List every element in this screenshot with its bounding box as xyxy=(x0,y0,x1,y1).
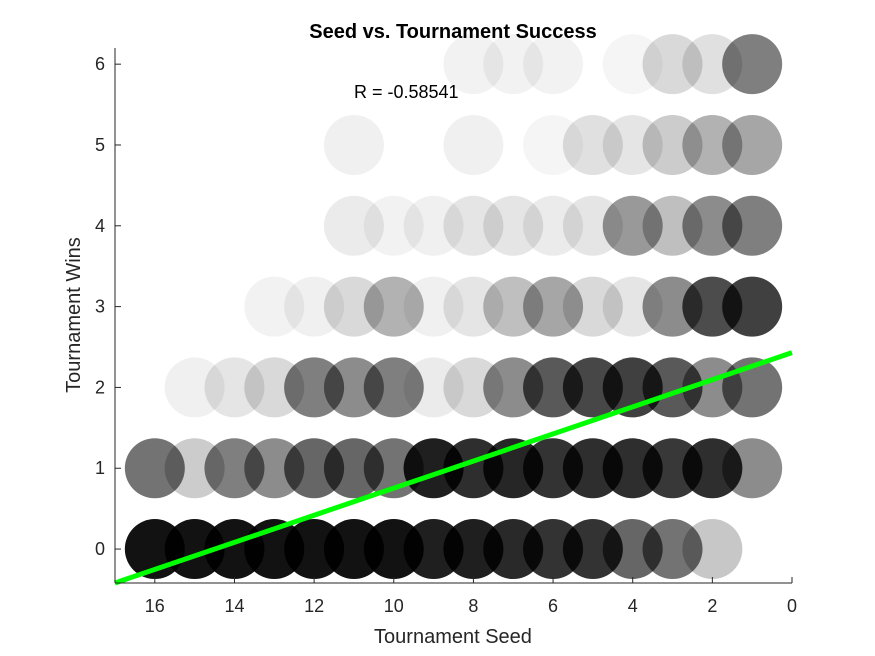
scatter-point-seed11-wins3 xyxy=(323,276,384,337)
scatter-point-seed8-wins4 xyxy=(443,195,504,256)
scatter-point-seed7-wins3 xyxy=(483,276,544,337)
correlation-annotation: R = -0.58541 xyxy=(354,82,459,102)
scatter-point-seed3-wins2 xyxy=(642,357,703,418)
y-tick-label: 0 xyxy=(95,539,105,559)
scatter-point-seed1-wins5 xyxy=(722,114,783,175)
scatter-point-seed6-wins5 xyxy=(523,114,584,175)
scatter-point-seed9-wins4 xyxy=(403,195,464,256)
scatter-point-seed13-wins3 xyxy=(244,276,305,337)
scatter-point-seed8-wins6 xyxy=(443,34,504,95)
scatter-point-seed3-wins0 xyxy=(642,519,703,580)
scatter-point-seed8-wins2 xyxy=(443,357,504,418)
scatter-point-seed14-wins2 xyxy=(204,357,265,418)
scatter-point-seed10-wins2 xyxy=(363,357,424,418)
scatter-point-seed4-wins4 xyxy=(602,195,663,256)
scatter-point-seed8-wins3 xyxy=(443,276,504,337)
scatter-point-seed5-wins3 xyxy=(562,276,623,337)
x-tick-label: 8 xyxy=(468,596,478,616)
y-tick-label: 2 xyxy=(95,377,105,397)
x-tick-label: 14 xyxy=(224,596,244,616)
y-ticks: 0 1 2 3 4 5 6 xyxy=(95,54,121,559)
scatter-point-seed9-wins3 xyxy=(403,276,464,337)
scatter-point-seed3-wins6 xyxy=(642,34,703,95)
y-tick-label: 1 xyxy=(95,458,105,478)
y-tick-label: 4 xyxy=(95,216,105,236)
regression-line xyxy=(114,350,793,586)
scatter-point-seed6-wins3 xyxy=(523,276,584,337)
scatter-point-seed10-wins4 xyxy=(363,195,424,256)
x-tick-label: 2 xyxy=(707,596,717,616)
scatter-point-seed3-wins4 xyxy=(642,195,703,256)
scatter-point-seed12-wins2 xyxy=(284,357,345,418)
scatter-point-seed5-wins5 xyxy=(562,114,623,175)
y-tick-label: 3 xyxy=(95,297,105,317)
scatter-point-seed7-wins6 xyxy=(483,34,544,95)
scatter-point-seed2-wins5 xyxy=(682,114,743,175)
scatter-point-seed3-wins5 xyxy=(642,114,703,175)
scatter-point-seed4-wins5 xyxy=(602,114,663,175)
x-tick-label: 4 xyxy=(628,596,638,616)
scatter-point-seed1-wins3 xyxy=(722,276,783,337)
scatter-point-seed4-wins6 xyxy=(602,34,663,95)
scatter-point-seed2-wins0 xyxy=(682,519,743,580)
scatter-point-seed6-wins4 xyxy=(523,195,584,256)
scatter-point-seed15-wins2 xyxy=(164,357,225,418)
x-tick-label: 16 xyxy=(145,596,165,616)
y-axis-label: Tournament Wins xyxy=(63,237,85,393)
scatter-point-seed16-wins1 xyxy=(124,438,185,499)
scatter-point-seed12-wins3 xyxy=(284,276,345,337)
x-tick-label: 6 xyxy=(548,596,558,616)
scatter-point-seed9-wins2 xyxy=(403,357,464,418)
x-tick-label: 10 xyxy=(384,596,404,616)
chart-title: Seed vs. Tournament Success xyxy=(309,21,597,43)
x-tick-label: 0 xyxy=(787,596,797,616)
x-ticks: 16 14 12 10 8 6 4 2 0 xyxy=(145,577,797,616)
fit-line-layer xyxy=(114,350,793,586)
y-tick-label: 5 xyxy=(95,135,105,155)
x-tick-label: 12 xyxy=(304,596,324,616)
scatter-point-seed1-wins1 xyxy=(722,438,783,499)
scatter-point-seed14-wins1 xyxy=(204,438,265,499)
scatter-point-seed6-wins6 xyxy=(523,34,584,95)
scatter-point-seed8-wins5 xyxy=(443,114,504,175)
scatter-point-seed11-wins4 xyxy=(323,195,384,256)
scatter-point-seed10-wins3 xyxy=(363,276,424,337)
scatter-point-seed5-wins4 xyxy=(562,195,623,256)
scatter-points xyxy=(124,34,783,580)
y-tick-label: 6 xyxy=(95,54,105,74)
scatter-point-seed2-wins1 xyxy=(682,438,743,499)
x-axis-label: Tournament Seed xyxy=(374,626,532,648)
scatter-point-seed1-wins4 xyxy=(722,195,783,256)
scatter-point-seed11-wins5 xyxy=(323,114,384,175)
scatter-point-seed7-wins4 xyxy=(483,195,544,256)
scatter-point-seed1-wins6 xyxy=(722,34,783,95)
scatter-point-seed4-wins3 xyxy=(602,276,663,337)
